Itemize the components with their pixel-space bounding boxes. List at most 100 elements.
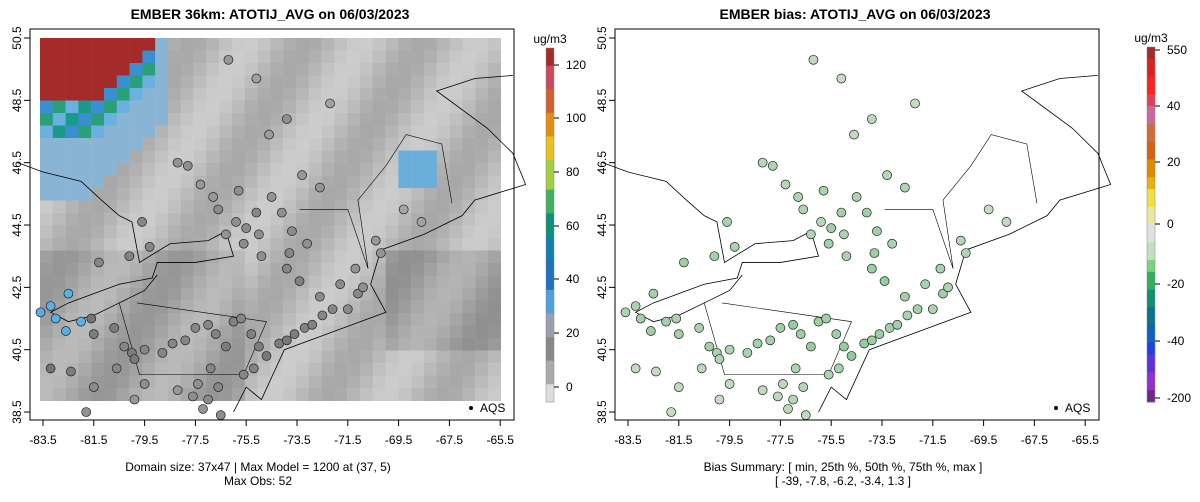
- grid-cell: [334, 338, 348, 351]
- colorbar-swatch: [1147, 360, 1155, 367]
- grid-cell: [308, 225, 322, 239]
- grid-cell: [129, 225, 143, 239]
- grid-cell: [411, 300, 425, 314]
- grid-cell: [104, 63, 117, 76]
- site-marker: [215, 410, 226, 421]
- site-marker: [892, 319, 903, 330]
- grid-cell: [168, 325, 181, 339]
- model-map-panel: EMBER 36km: ATOTIJ_AVG on 06/03/2023 -83.…: [10, 6, 586, 488]
- colorbar-swatch: [1147, 47, 1155, 54]
- grid-cell: [283, 288, 297, 301]
- grid-cell: [116, 63, 130, 76]
- grid-cell: [360, 38, 373, 51]
- site-marker: [205, 363, 216, 374]
- grid-cell: [475, 300, 489, 314]
- grid-cell: [129, 150, 143, 164]
- legend-label: AQS: [480, 401, 505, 415]
- site-marker: [63, 288, 74, 299]
- grid-cell: [462, 138, 476, 151]
- site-marker: [983, 204, 994, 215]
- grid-cell: [436, 175, 450, 189]
- grid-cell: [308, 250, 322, 264]
- grid-cell: [232, 338, 245, 351]
- grid-cell: [104, 375, 117, 389]
- grid-cell: [475, 200, 489, 214]
- grid-cell: [206, 88, 220, 101]
- grid-cell: [65, 88, 79, 101]
- grid-cell: [155, 38, 169, 51]
- grid-cell: [78, 50, 92, 64]
- grid-cell: [475, 325, 489, 339]
- grid-cell: [462, 100, 476, 114]
- grid-cell: [40, 125, 53, 139]
- grid-cell: [488, 388, 501, 401]
- grid-cell: [398, 363, 412, 376]
- grid-cell: [78, 113, 92, 126]
- grid-cell: [219, 100, 233, 114]
- grid-cell: [219, 213, 233, 226]
- site-marker: [35, 307, 46, 318]
- site-marker: [350, 263, 361, 274]
- colorbar-swatch: [546, 254, 554, 261]
- colorbar-swatch: [546, 289, 554, 297]
- grid-cell: [488, 175, 501, 189]
- grid-cell: [411, 38, 425, 51]
- grid-cell: [398, 225, 412, 239]
- grid-cell: [257, 175, 271, 189]
- grid-cell: [308, 88, 322, 101]
- grid-cell: [155, 263, 169, 276]
- grid-cell: [283, 100, 297, 114]
- grid-cell: [257, 113, 271, 126]
- grid-cell: [488, 288, 501, 301]
- grid-cell: [398, 388, 412, 401]
- grid-cell: [347, 363, 361, 376]
- site-marker: [287, 226, 297, 237]
- grid-cell: [462, 88, 476, 101]
- grid-cell: [436, 313, 450, 326]
- colorbar-swatch: [1147, 260, 1155, 267]
- grid-cell: [347, 38, 361, 51]
- site-marker: [800, 410, 811, 421]
- grid-cell: [65, 38, 79, 51]
- grid-cell: [168, 313, 181, 326]
- grid-cell: [283, 88, 297, 101]
- y-tick-label: 50.5: [10, 26, 24, 50]
- site-marker: [900, 291, 910, 302]
- grid-cell: [116, 275, 130, 289]
- grid-cell: [206, 350, 220, 364]
- grid-cell: [40, 275, 53, 289]
- grid-cell: [180, 350, 194, 364]
- grid-cell: [334, 225, 348, 239]
- grid-cell: [270, 138, 284, 151]
- grid-cell: [193, 75, 207, 89]
- grid-cell: [436, 275, 450, 289]
- colorbar-swatch: [546, 295, 554, 303]
- site-marker: [780, 179, 791, 190]
- grid-cell: [462, 275, 476, 289]
- grid-cell: [104, 100, 117, 114]
- grid-cell: [385, 100, 399, 114]
- grid-cell: [180, 63, 194, 76]
- y-tick-label: 48.5: [10, 88, 24, 112]
- grid-cell: [398, 163, 412, 176]
- grid-cell: [385, 138, 399, 151]
- grid-cell: [321, 63, 335, 76]
- grid-cell: [193, 200, 207, 214]
- grid-cell: [411, 188, 425, 201]
- legend-label: AQS: [1065, 401, 1090, 415]
- site-marker: [188, 391, 198, 402]
- site-marker: [335, 279, 346, 290]
- colorbar-swatch: [1147, 58, 1155, 66]
- grid-cell: [206, 225, 220, 239]
- colorbar-swatch: [1147, 265, 1155, 273]
- grid-cell: [296, 300, 309, 314]
- grid-cell: [449, 175, 463, 189]
- grid-cell: [180, 100, 194, 114]
- grid-cell: [372, 338, 386, 351]
- colorbar-swatch: [546, 112, 554, 120]
- grid-cell: [411, 63, 425, 76]
- grid-cell: [91, 75, 105, 89]
- grid-cell: [257, 63, 271, 76]
- grid-cell: [65, 275, 79, 289]
- grid-cell: [372, 100, 386, 114]
